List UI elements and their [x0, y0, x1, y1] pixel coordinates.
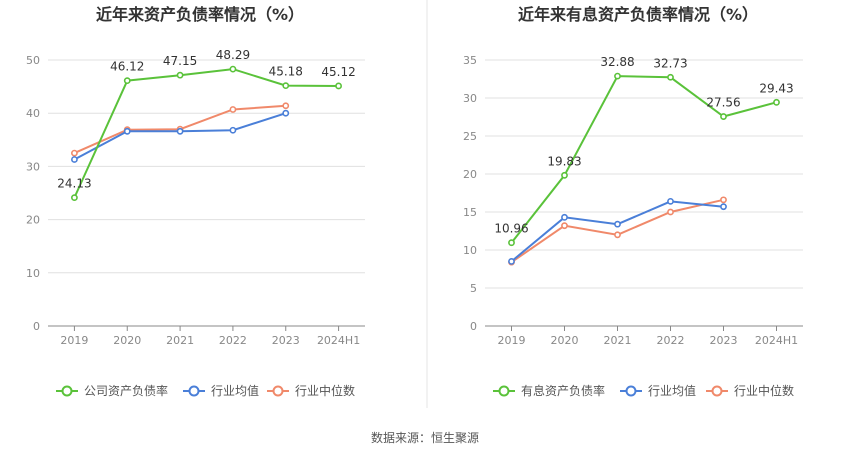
data-point-company	[176, 71, 184, 79]
y-tick-label: 40	[26, 107, 40, 120]
series-line-company	[510, 75, 777, 244]
legend-item-median: 行业中位数	[267, 383, 355, 398]
y-tick-label: 10	[26, 267, 40, 280]
data-point-company	[335, 82, 342, 90]
x-tick-label: 2023	[272, 334, 300, 347]
data-point-company	[508, 239, 515, 247]
data-point-avg	[508, 257, 515, 265]
data-label: 10.96	[494, 222, 528, 236]
data-point-median	[229, 106, 237, 113]
x-tick-label: 2022	[657, 334, 685, 347]
legend-label: 行业均值	[211, 383, 259, 398]
legend-label: 公司资产负债率	[84, 383, 168, 398]
data-point-avg	[71, 156, 78, 163]
legend-item-company: 公司资产负债率	[56, 383, 168, 398]
chart-title: 近年来资产负债率情况（%）	[96, 5, 304, 24]
legend-item-avg: 行业均值	[183, 383, 259, 398]
data-point-company	[773, 98, 780, 106]
legend-marker	[711, 385, 723, 397]
data-point-avg	[561, 213, 568, 221]
data-point-avg	[614, 220, 621, 228]
data-point-company	[123, 77, 131, 85]
data-label: 48.29	[216, 48, 250, 62]
x-tick-label: 2020	[113, 334, 141, 347]
data-point-median	[71, 149, 78, 157]
legend-label: 有息资产负债率	[521, 383, 605, 398]
series-line-avg	[73, 112, 287, 161]
legend-label: 行业中位数	[295, 383, 355, 398]
x-tick-label: 2024H1	[317, 334, 360, 347]
data-label: 45.18	[269, 65, 303, 79]
legend-item-company: 有息资产负债率	[493, 383, 605, 398]
chart-2: 近年来有息资产负债率情况（%） 0 5 10 15 20 25 30 35 2019 2020 202…	[463, 5, 803, 398]
data-label: 27.56	[706, 96, 740, 110]
data-point-avg	[720, 203, 727, 211]
y-tick-label: 0	[470, 320, 477, 333]
data-point-company	[229, 65, 237, 73]
data-point-avg	[176, 127, 184, 135]
data-point-median	[720, 196, 727, 204]
data-label: 32.73	[653, 56, 687, 70]
y-tick-label: 10	[463, 244, 477, 257]
data-point-median	[614, 231, 621, 239]
y-tick-label: 30	[463, 92, 477, 105]
data-label: 47.15	[163, 54, 197, 68]
legend-marker	[61, 385, 73, 397]
data-label: 45.12	[321, 65, 355, 79]
legend-item-median: 行业中位数	[706, 383, 794, 398]
legend-label: 行业均值	[648, 383, 696, 398]
data-label: 19.83	[547, 154, 581, 168]
data-label: 29.43	[759, 81, 793, 95]
y-tick-label: 0	[33, 320, 40, 333]
legend-item-avg: 行业均值	[620, 383, 696, 398]
x-tick-label: 2024H1	[755, 334, 798, 347]
data-point-company	[667, 73, 674, 81]
y-tick-label: 15	[463, 206, 477, 219]
x-tick-label: 2019	[498, 334, 526, 347]
legend-label: 行业中位数	[734, 383, 794, 398]
data-point-company	[71, 194, 78, 202]
chart-1: 近年来资产负债率情况（%） 0 10 20 30 40 50 2019 2020 2021 2022…	[26, 5, 365, 398]
series-line-company	[73, 68, 339, 199]
data-point-median	[561, 222, 568, 230]
y-tick-label: 35	[463, 54, 477, 67]
data-point-avg	[667, 197, 674, 205]
data-point-avg	[123, 127, 131, 135]
chart-title: 近年来有息资产负债率情况（%）	[518, 5, 758, 24]
y-tick-label: 20	[26, 214, 40, 227]
data-label: 46.12	[110, 60, 144, 74]
y-tick-label: 50	[26, 54, 40, 67]
data-source-text: 数据来源：恒生聚源	[371, 430, 479, 445]
y-tick-label: 30	[26, 160, 40, 173]
x-tick-label: 2023	[710, 334, 738, 347]
x-tick-label: 2021	[166, 334, 194, 347]
data-point-avg	[229, 126, 237, 134]
data-label: 32.88	[600, 55, 634, 69]
data-point-median	[282, 102, 290, 110]
y-tick-label: 5	[470, 282, 477, 295]
legend-marker	[188, 385, 200, 397]
x-tick-label: 2021	[604, 334, 632, 347]
x-tick-label: 2020	[551, 334, 579, 347]
legend-marker	[498, 385, 510, 397]
data-point-avg	[282, 109, 290, 117]
data-point-company	[561, 171, 568, 179]
legend-marker	[272, 385, 284, 397]
series-line-avg	[510, 200, 724, 263]
x-tick-label: 2019	[60, 334, 88, 347]
y-tick-label: 20	[463, 168, 477, 181]
data-point-median	[667, 208, 674, 216]
data-label: 24.13	[57, 177, 91, 191]
x-tick-label: 2022	[219, 334, 247, 347]
legend-marker	[625, 385, 637, 397]
data-point-company	[720, 113, 727, 120]
data-point-company	[282, 82, 290, 90]
series-line-median	[510, 198, 724, 264]
y-tick-label: 25	[463, 130, 477, 143]
data-point-company	[614, 72, 621, 80]
